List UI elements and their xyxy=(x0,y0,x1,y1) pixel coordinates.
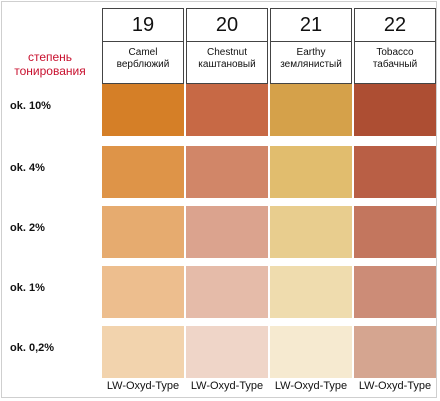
type-label-20: LW-Oxyd-Type xyxy=(190,380,264,392)
row-label-0-2: ok. 0,2% xyxy=(10,342,55,354)
swatch-0-2 xyxy=(102,326,184,378)
type-label-19: LW-Oxyd-Type xyxy=(106,380,180,392)
type-label-22: LW-Oxyd-Type xyxy=(358,380,432,392)
swatch-10 xyxy=(186,84,268,136)
swatch-1 xyxy=(354,266,436,318)
color-number: 22 xyxy=(355,9,435,42)
color-name: Camel верблюжий xyxy=(103,47,183,71)
swatch-1 xyxy=(102,266,184,318)
swatch-2 xyxy=(270,206,352,258)
tone-heading-line-2: тонирования xyxy=(14,64,86,78)
swatch-1 xyxy=(270,266,352,318)
swatch-10 xyxy=(354,84,436,136)
color-name-en: Chestnut xyxy=(206,47,248,58)
row-label-1: ok. 1% xyxy=(10,282,45,294)
color-number: 21 xyxy=(271,9,351,42)
swatch-0-2 xyxy=(270,326,352,378)
color-number: 19 xyxy=(103,9,183,42)
color-name: Tobacco табачный xyxy=(355,47,435,71)
swatch-2 xyxy=(186,206,268,258)
column-header: 20 Chestnut каштановый xyxy=(186,8,268,84)
swatch-2 xyxy=(354,206,436,258)
color-number: 20 xyxy=(187,9,267,42)
swatch-4 xyxy=(270,146,352,198)
swatch-4 xyxy=(102,146,184,198)
row-label-4: ok. 4% xyxy=(10,162,45,174)
color-name: Chestnut каштановый xyxy=(187,47,267,71)
swatch-0-2 xyxy=(354,326,436,378)
color-name-ru: верблюжий xyxy=(116,59,170,70)
column-header: 21 Earthy землянистый xyxy=(270,8,352,84)
row-label-2: ok. 2% xyxy=(10,222,45,234)
swatch-2 xyxy=(102,206,184,258)
tone-heading: степень тонирования xyxy=(2,50,98,78)
column-header: 19 Camel верблюжий xyxy=(102,8,184,84)
color-name: Earthy землянистый xyxy=(271,47,351,71)
swatch-10 xyxy=(102,84,184,136)
color-name-ru: землянистый xyxy=(280,59,342,70)
swatch-4 xyxy=(354,146,436,198)
swatch-10 xyxy=(270,84,352,136)
color-name-en: Earthy xyxy=(296,47,326,58)
color-name-ru: каштановый xyxy=(198,59,256,70)
type-label-21: LW-Oxyd-Type xyxy=(274,380,348,392)
color-name-en: Tobacco xyxy=(376,47,414,58)
color-name-ru: табачный xyxy=(372,59,418,70)
color-name-en: Camel xyxy=(128,47,158,58)
swatch-4 xyxy=(186,146,268,198)
column-header: 22 Tobacco табачный xyxy=(354,8,436,84)
row-label-10: ok. 10% xyxy=(10,100,51,112)
swatch-1 xyxy=(186,266,268,318)
swatch-0-2 xyxy=(186,326,268,378)
tone-heading-line-1: степень xyxy=(27,50,73,64)
